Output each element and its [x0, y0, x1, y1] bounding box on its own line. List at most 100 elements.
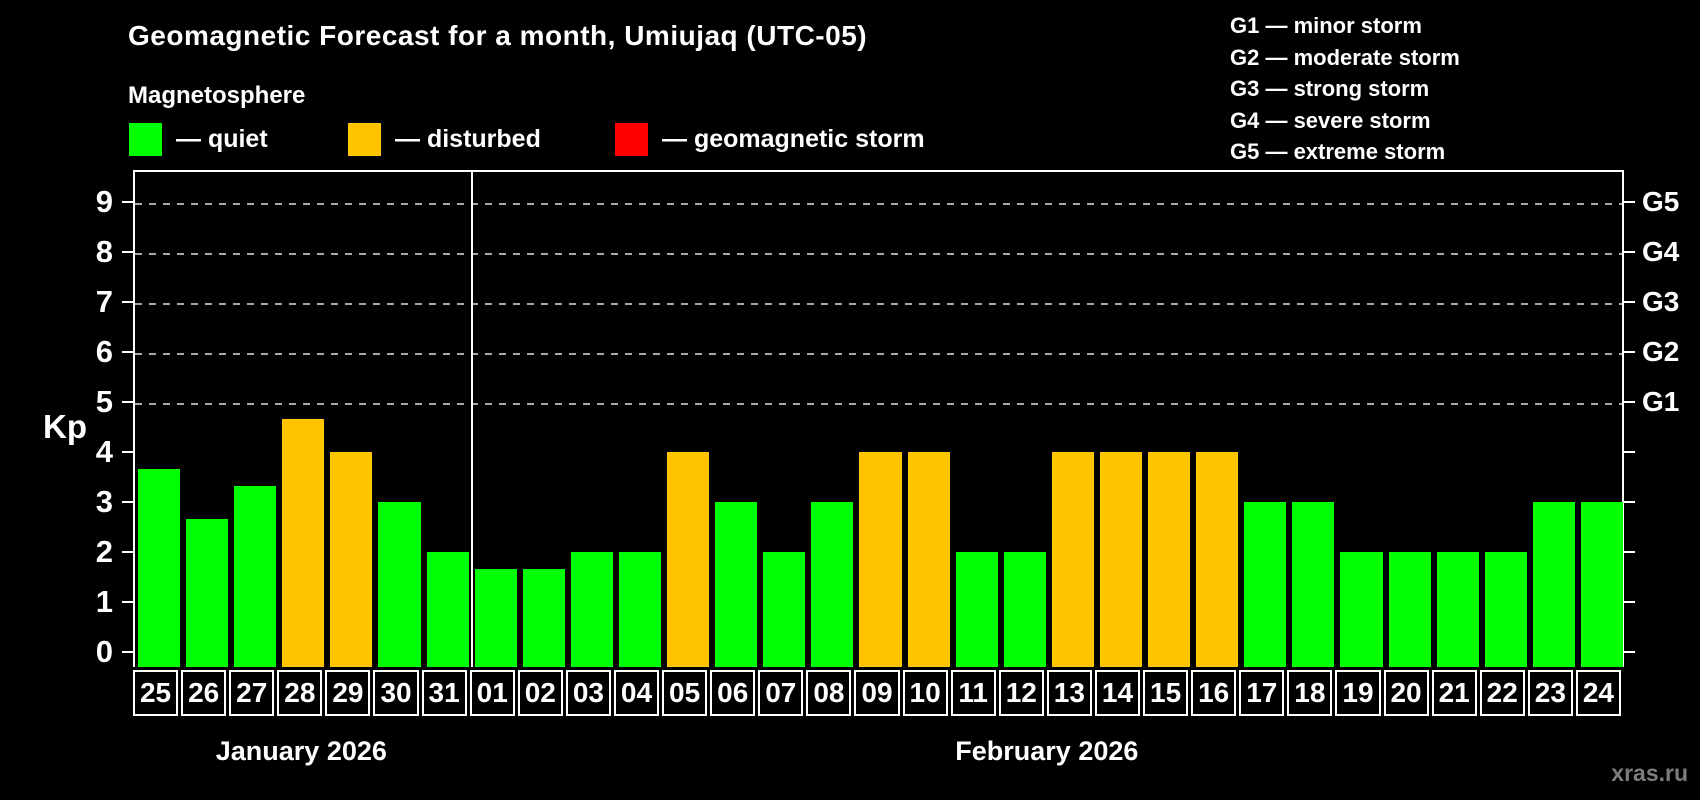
kp-bar-day-24: [1580, 502, 1623, 667]
kp-bar-day-11: [955, 552, 998, 667]
kp-bar-day-10: [907, 452, 950, 667]
day-label-box-28: 28: [277, 670, 323, 716]
day-label-box-11: 11: [950, 670, 996, 716]
month-separator-line: [470, 172, 473, 667]
gridline-kp-5: [135, 403, 1622, 405]
y-tick-left-4: [122, 451, 133, 453]
kp-bar-day-25: [138, 468, 181, 667]
kp-bar-day-07: [763, 552, 806, 667]
page-title: Geomagnetic Forecast for a month, Umiuja…: [128, 20, 868, 51]
y-tick-left-1: [122, 601, 133, 603]
y-tick-label-7: 7: [95, 284, 113, 319]
y-tick-left-9: [122, 201, 133, 203]
day-label-box-22: 22: [1479, 670, 1525, 716]
legend-item-storm: — geomagnetic storm: [615, 122, 925, 156]
g-legend-line: G1 — minor storm: [1230, 13, 1422, 38]
kp-bar-day-21: [1436, 552, 1479, 667]
kp-bar-day-05: [667, 452, 710, 667]
kp-bar-day-06: [715, 502, 758, 667]
g-scale-legend: G1 — minor storm G2 — moderate storm G3 — …: [1230, 10, 1460, 168]
y-tick-right-4: [1624, 451, 1635, 453]
legend-label-disturbed: — disturbed: [395, 124, 541, 153]
day-label-box-26: 26: [181, 670, 227, 716]
kp-bar-day-30: [378, 502, 421, 667]
kp-bar-day-26: [186, 518, 229, 667]
day-label-box-21: 21: [1431, 670, 1477, 716]
day-label-box-09: 09: [854, 670, 900, 716]
day-label-box-03: 03: [565, 670, 611, 716]
y-tick-label-2: 2: [95, 534, 113, 569]
kp-bar-day-09: [859, 452, 902, 667]
y-tick-right-9: [1624, 201, 1635, 203]
kp-bar-day-20: [1388, 552, 1431, 667]
day-label-box-02: 02: [517, 670, 563, 716]
y-tick-label-8: 8: [95, 234, 113, 269]
kp-bar-day-13: [1051, 452, 1094, 667]
g-axis-label-G1: G1: [1642, 386, 1680, 417]
kp-bar-day-19: [1340, 552, 1383, 667]
day-label-box-23: 23: [1527, 670, 1573, 716]
day-label-box-15: 15: [1143, 670, 1189, 716]
day-label-box-31: 31: [421, 670, 467, 716]
kp-bar-day-23: [1532, 502, 1575, 667]
y-tick-right-1: [1624, 601, 1635, 603]
day-label-box-13: 13: [1046, 670, 1092, 716]
watermark: xras.ru: [1611, 760, 1688, 786]
day-label-box-30: 30: [373, 670, 419, 716]
kp-bar-day-16: [1196, 452, 1239, 667]
day-label-box-16: 16: [1191, 670, 1237, 716]
disturbed-color-swatch-icon: [348, 122, 381, 156]
day-label-box-07: 07: [758, 670, 804, 716]
g-axis-label-G4: G4: [1642, 236, 1680, 267]
kp-bar-day-14: [1099, 452, 1143, 667]
kp-bar-day-17: [1244, 502, 1287, 667]
day-label-box-19: 19: [1335, 670, 1381, 716]
day-label-box-05: 05: [662, 670, 708, 716]
y-tick-label-3: 3: [95, 484, 113, 519]
y-tick-right-6: [1624, 351, 1635, 353]
y-tick-label-1: 1: [95, 584, 113, 619]
day-label-box-24: 24: [1575, 670, 1621, 716]
day-label-box-10: 10: [902, 670, 948, 716]
y-tick-label-5: 5: [95, 384, 113, 419]
g-axis-label-G2: G2: [1642, 336, 1680, 367]
y-tick-label-9: 9: [95, 184, 113, 219]
y-tick-right-7: [1624, 301, 1635, 303]
legend-label-storm: — geomagnetic storm: [662, 124, 925, 153]
y-tick-right-2: [1624, 551, 1635, 553]
kp-bar-day-27: [234, 485, 277, 667]
y-tick-right-3: [1624, 501, 1635, 503]
gridline-kp-7: [135, 303, 1622, 305]
legend-item-disturbed: — disturbed: [348, 122, 541, 156]
month-label: February 2026: [955, 736, 1139, 766]
kp-bar-day-02: [522, 568, 565, 667]
kp-bar-day-01: [474, 568, 517, 667]
kp-bar-day-04: [618, 552, 662, 667]
kp-bar-day-12: [1003, 552, 1046, 667]
y-tick-left-2: [122, 551, 133, 553]
day-label-box-12: 12: [998, 670, 1044, 716]
day-label-box-06: 06: [710, 670, 756, 716]
legend-item-quiet: — quiet: [129, 122, 268, 156]
kp-bar-day-31: [426, 552, 469, 667]
storm-color-swatch-icon: [615, 122, 648, 156]
y-tick-left-8: [122, 251, 133, 253]
kp-bar-day-08: [811, 502, 854, 667]
g-axis-label-G3: G3: [1642, 286, 1680, 317]
chart-plot-area: [133, 170, 1624, 667]
gridline-kp-9: [135, 203, 1622, 205]
y-tick-right-5: [1624, 401, 1635, 403]
g-legend-line: G2 — moderate storm: [1230, 44, 1460, 70]
y-tick-left-7: [122, 301, 133, 303]
y-tick-label-6: 6: [95, 334, 113, 369]
y-tick-label-4: 4: [95, 434, 113, 469]
day-label-box-29: 29: [325, 670, 371, 716]
y-tick-left-3: [122, 501, 133, 503]
kp-bar-day-15: [1148, 452, 1191, 667]
month-label: January 2026: [215, 736, 387, 766]
day-label-box-18: 18: [1287, 670, 1333, 716]
kp-bar-day-22: [1484, 552, 1527, 667]
quiet-color-swatch-icon: [129, 122, 162, 156]
y-axis-label: Kp: [43, 408, 87, 445]
